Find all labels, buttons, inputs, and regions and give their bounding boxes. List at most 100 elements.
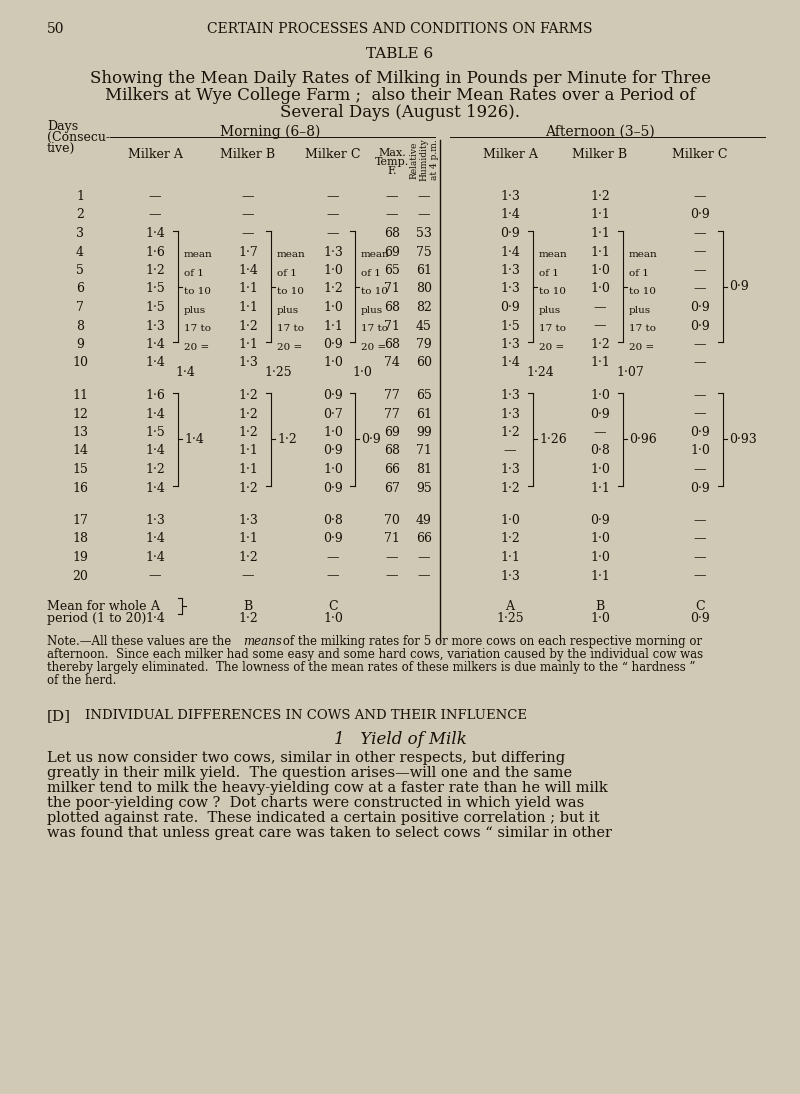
Text: 1·2: 1·2 bbox=[277, 433, 297, 445]
Text: —: — bbox=[326, 190, 339, 203]
Text: —: — bbox=[149, 209, 162, 221]
Text: 1·2: 1·2 bbox=[500, 426, 520, 439]
Text: 1·4: 1·4 bbox=[500, 209, 520, 221]
Text: 68: 68 bbox=[384, 301, 400, 314]
Text: B: B bbox=[243, 600, 253, 613]
Text: 6: 6 bbox=[76, 282, 84, 295]
Text: 9: 9 bbox=[76, 338, 84, 351]
Text: Afternoon (3–5): Afternoon (3–5) bbox=[545, 125, 655, 139]
Text: —: — bbox=[694, 570, 706, 582]
Text: 0·9: 0·9 bbox=[690, 319, 710, 333]
Text: 79: 79 bbox=[416, 338, 432, 351]
Text: Milker A: Milker A bbox=[482, 148, 538, 161]
Text: 17 to: 17 to bbox=[539, 324, 566, 334]
Text: Milker B: Milker B bbox=[573, 148, 627, 161]
Text: 1·0: 1·0 bbox=[590, 463, 610, 476]
Text: —: — bbox=[149, 190, 162, 203]
Text: 0·7: 0·7 bbox=[323, 407, 343, 420]
Text: —: — bbox=[694, 551, 706, 565]
Text: 1·2: 1·2 bbox=[238, 426, 258, 439]
Text: 53: 53 bbox=[416, 226, 432, 240]
Text: Milker C: Milker C bbox=[306, 148, 361, 161]
Text: 1·2: 1·2 bbox=[238, 481, 258, 494]
Text: Relative
Humidity
at 4 p.m.: Relative Humidity at 4 p.m. bbox=[409, 139, 439, 182]
Text: 0·9: 0·9 bbox=[323, 389, 343, 401]
Text: 50: 50 bbox=[47, 22, 65, 36]
Text: INDIVIDUAL DIFFERENCES IN COWS AND THEIR INFLUENCE: INDIVIDUAL DIFFERENCES IN COWS AND THEIR… bbox=[85, 709, 527, 722]
Text: 1·2: 1·2 bbox=[500, 533, 520, 546]
Text: 1·2: 1·2 bbox=[323, 282, 343, 295]
Text: 0·9: 0·9 bbox=[690, 426, 710, 439]
Text: 1·2: 1·2 bbox=[590, 190, 610, 203]
Text: 14: 14 bbox=[72, 444, 88, 457]
Text: to 10: to 10 bbox=[629, 288, 656, 296]
Text: 3: 3 bbox=[76, 226, 84, 240]
Text: Milker A: Milker A bbox=[127, 148, 182, 161]
Text: 0·9: 0·9 bbox=[323, 533, 343, 546]
Text: of 1: of 1 bbox=[361, 269, 381, 278]
Text: 1·4: 1·4 bbox=[145, 533, 165, 546]
Text: 66: 66 bbox=[416, 533, 432, 546]
Text: —: — bbox=[694, 389, 706, 401]
Text: 1·4: 1·4 bbox=[500, 245, 520, 258]
Text: 45: 45 bbox=[416, 319, 432, 333]
Text: 1·2: 1·2 bbox=[238, 407, 258, 420]
Text: 1: 1 bbox=[76, 190, 84, 203]
Text: 0·9: 0·9 bbox=[323, 338, 343, 351]
Text: 1·2: 1·2 bbox=[145, 264, 165, 277]
Text: 17 to: 17 to bbox=[361, 324, 388, 334]
Text: 4: 4 bbox=[76, 245, 84, 258]
Text: 20 =: 20 = bbox=[184, 342, 210, 352]
Text: —: — bbox=[694, 264, 706, 277]
Text: 1·5: 1·5 bbox=[145, 426, 165, 439]
Text: —: — bbox=[242, 226, 254, 240]
Text: 17 to: 17 to bbox=[629, 324, 656, 334]
Text: of the herd.: of the herd. bbox=[47, 674, 116, 687]
Text: 77: 77 bbox=[384, 407, 400, 420]
Text: 1·1: 1·1 bbox=[238, 338, 258, 351]
Text: Milker C: Milker C bbox=[672, 148, 728, 161]
Text: plus: plus bbox=[361, 305, 383, 315]
Text: 18: 18 bbox=[72, 533, 88, 546]
Text: 1·25: 1·25 bbox=[496, 612, 524, 625]
Text: 20 =: 20 = bbox=[539, 342, 564, 352]
Text: 1·24: 1·24 bbox=[526, 365, 554, 379]
Text: 1·1: 1·1 bbox=[238, 301, 258, 314]
Text: 17 to: 17 to bbox=[277, 324, 304, 334]
Text: 1·1: 1·1 bbox=[238, 444, 258, 457]
Text: —: — bbox=[418, 190, 430, 203]
Text: 1·0: 1·0 bbox=[323, 301, 343, 314]
Text: the poor-yielding cow ?  Dot charts were constructed in which yield was: the poor-yielding cow ? Dot charts were … bbox=[47, 796, 584, 810]
Text: mean: mean bbox=[361, 251, 390, 259]
Text: 1·4: 1·4 bbox=[145, 481, 165, 494]
Text: 16: 16 bbox=[72, 481, 88, 494]
Text: 1·6: 1·6 bbox=[145, 245, 165, 258]
Text: 7: 7 bbox=[76, 301, 84, 314]
Text: —: — bbox=[694, 407, 706, 420]
Text: was found that unless great care was taken to select cows “ similar in other: was found that unless great care was tak… bbox=[47, 826, 612, 840]
Text: tive): tive) bbox=[47, 142, 75, 155]
Text: C: C bbox=[695, 600, 705, 613]
Text: 49: 49 bbox=[416, 514, 432, 527]
Text: 1·6: 1·6 bbox=[145, 389, 165, 401]
Text: 68: 68 bbox=[384, 226, 400, 240]
Text: —: — bbox=[326, 570, 339, 582]
Text: plotted against rate.  These indicated a certain positive correlation ; but it: plotted against rate. These indicated a … bbox=[47, 811, 600, 825]
Text: 67: 67 bbox=[384, 481, 400, 494]
Text: 0·9: 0·9 bbox=[690, 301, 710, 314]
Text: 0·9: 0·9 bbox=[323, 444, 343, 457]
Text: Note.—All these values are the: Note.—All these values are the bbox=[47, 635, 235, 648]
Text: 1·4: 1·4 bbox=[145, 357, 165, 370]
Text: 1·3: 1·3 bbox=[500, 463, 520, 476]
Text: 71: 71 bbox=[384, 533, 400, 546]
Text: —: — bbox=[694, 357, 706, 370]
Text: 1·1: 1·1 bbox=[590, 209, 610, 221]
Text: 1·4: 1·4 bbox=[145, 338, 165, 351]
Text: 71: 71 bbox=[384, 319, 400, 333]
Text: 68: 68 bbox=[384, 338, 400, 351]
Text: 10: 10 bbox=[72, 357, 88, 370]
Text: Days: Days bbox=[47, 120, 78, 133]
Text: 65: 65 bbox=[384, 264, 400, 277]
Text: 1·5: 1·5 bbox=[500, 319, 520, 333]
Text: 1·2: 1·2 bbox=[238, 612, 258, 625]
